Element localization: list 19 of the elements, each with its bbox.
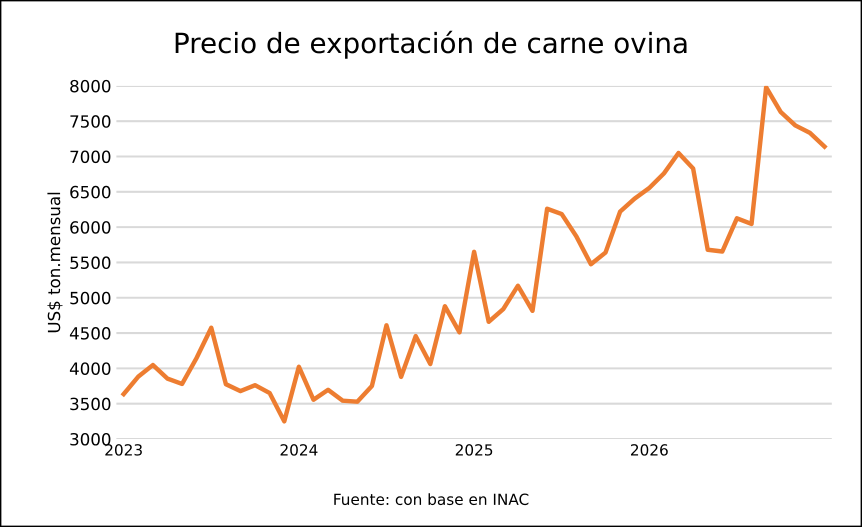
x-tick-label: 2024 <box>280 444 318 456</box>
y-tick-label: 5500 <box>70 256 110 270</box>
y-tick-label: 6500 <box>70 186 110 198</box>
x-tick-label: 2026 <box>630 444 668 456</box>
y-tick-label: 4000 <box>70 362 110 375</box>
y-tick-label: 6000 <box>70 221 110 234</box>
y-tick-label: 3000 <box>70 432 110 446</box>
chart-title: Precio de exportación de carne ovina <box>176 30 686 59</box>
y-tick-label: 8000 <box>70 80 110 92</box>
x-tick-label: 2023 <box>105 444 142 456</box>
line-series <box>121 86 827 424</box>
y-tick-label: 7000 <box>70 150 110 164</box>
y-tick-label: 4500 <box>70 327 110 340</box>
y-tick-label: 3500 <box>70 398 110 410</box>
y-tick-label: 5000 <box>70 292 110 304</box>
y-tick-label: 7500 <box>70 115 110 128</box>
y-axis-title: US$ ton.mensual <box>47 192 63 332</box>
x-tick-label: 2025 <box>456 444 492 456</box>
source-note: Fuente: con base en INAC <box>334 493 528 506</box>
